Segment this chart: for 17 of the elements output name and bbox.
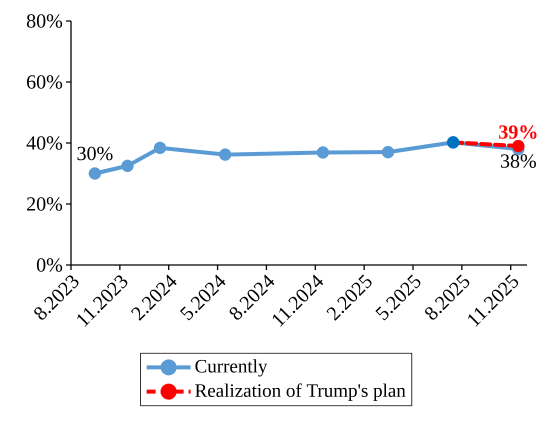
point xyxy=(382,146,394,158)
y-tick-label: 40% xyxy=(26,136,62,150)
y-tick-label: 0% xyxy=(36,258,62,272)
y-tick-label: 80% xyxy=(26,14,62,28)
legend-label: Realization of Trump's plan xyxy=(195,383,406,401)
point xyxy=(121,160,134,172)
point xyxy=(218,148,232,161)
point xyxy=(88,167,102,180)
y-tick-label: 60% xyxy=(27,75,62,89)
point xyxy=(316,146,330,159)
data-label: 39% xyxy=(499,125,536,139)
y-tick-label: 20% xyxy=(27,197,62,211)
data-label: 30% xyxy=(78,146,113,160)
legend-label: Currently xyxy=(195,359,268,377)
point xyxy=(154,142,166,154)
data-label: 38% xyxy=(500,154,536,168)
point xyxy=(512,140,525,152)
